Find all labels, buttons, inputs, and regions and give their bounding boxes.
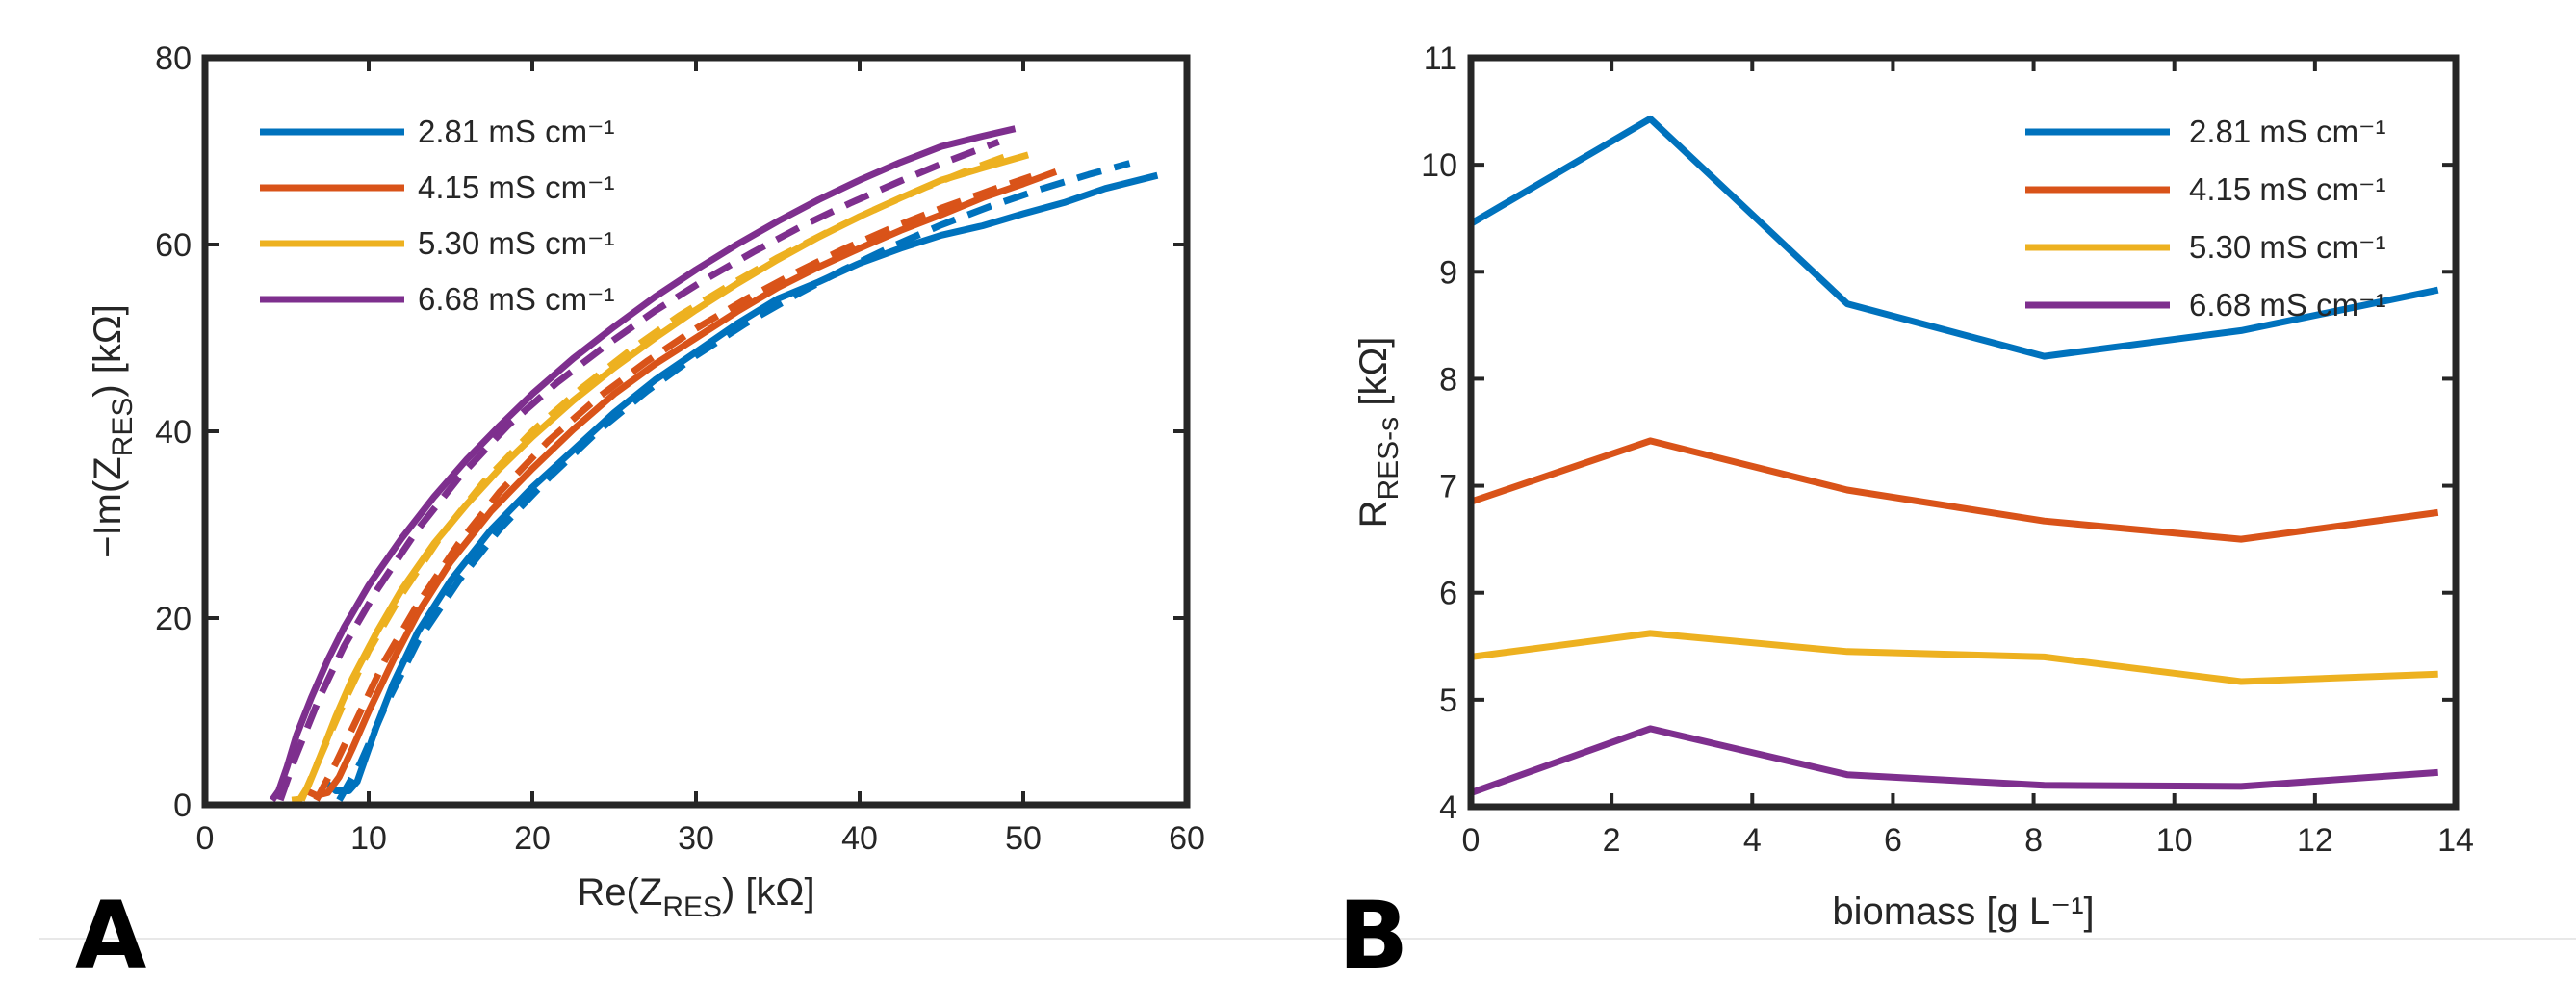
legend-label: 5.30 mS cm⁻¹ [2189, 229, 2385, 265]
x-tick-label: 4 [1743, 822, 1762, 859]
fit-line-dashed [336, 160, 1131, 802]
series-line [1469, 115, 2439, 360]
series-line [1469, 725, 2438, 796]
x-tick-label: 0 [196, 820, 215, 857]
panel-b-series [1469, 115, 2439, 796]
series-line [1469, 437, 2439, 543]
fit-line-dashed [298, 149, 1017, 802]
x-tick-label: 50 [1005, 820, 1042, 857]
y-tick-label: 9 [1439, 254, 1457, 291]
y-tick-label: 20 [155, 601, 192, 637]
series-line [1470, 630, 2438, 685]
fit-line-dashed [276, 139, 1000, 802]
x-tick-label: 2 [1603, 822, 1621, 859]
y-tick-label: 0 [173, 787, 192, 824]
y-tick-label: 5 [1439, 683, 1457, 719]
y-tick-label: 8 [1439, 361, 1457, 398]
panel-b-axes-box [1467, 54, 2460, 811]
y-tick-label: 80 [155, 40, 192, 77]
y-tick-label: 7 [1439, 469, 1457, 505]
legend-label: 6.68 mS cm⁻¹ [2189, 287, 2385, 323]
x-tick-label: 40 [841, 820, 878, 857]
x-tick-label: 14 [2437, 822, 2474, 859]
y-tick-label: 6 [1439, 576, 1457, 612]
x-tick-label: 12 [2297, 822, 2333, 859]
x-tick-label: 0 [1462, 822, 1481, 859]
x-tick-label: 20 [514, 820, 551, 857]
x-tick-label: 30 [678, 820, 714, 857]
legend-label: 5.30 mS cm⁻¹ [418, 225, 614, 261]
legend-label: 4.15 mS cm⁻¹ [418, 169, 614, 205]
x-tick-label: 10 [350, 820, 387, 857]
x-tick-label: 60 [1169, 820, 1205, 857]
panel-letter-a: A [75, 882, 146, 981]
data-line [291, 151, 1030, 804]
y-axis-label: −Im(ZRES) [kΩ] [87, 304, 139, 558]
x-tick-label: 8 [2024, 822, 2043, 859]
y-tick-label: 40 [155, 414, 192, 451]
x-tick-label: 10 [2156, 822, 2193, 859]
panel-letter-b: B [1338, 882, 1408, 981]
data-line [269, 125, 1017, 803]
legend-label: 6.68 mS cm⁻¹ [418, 281, 614, 317]
data-line [304, 168, 1058, 799]
y-tick-label: 10 [1421, 147, 1457, 184]
panel-b: 0 2 4 6 8 10 12 14 4 5 6 7 8 9 10 11 2.81 mS cm⁻¹ 4.15 mS… [1352, 40, 2474, 933]
y-tick-label: 11 [1424, 40, 1457, 77]
x-axis-label: Re(ZRES) [kΩ] [577, 871, 814, 923]
legend-label: 4.15 mS cm⁻¹ [2189, 171, 2385, 207]
x-axis-label: biomass [g L⁻¹] [1832, 891, 2094, 933]
fit-line-dashed [313, 172, 1033, 802]
legend-label: 2.81 mS cm⁻¹ [2189, 114, 2385, 149]
y-tick-label: 4 [1439, 789, 1457, 826]
x-tick-label: 6 [1884, 822, 1902, 859]
y-axis-label: RRES-s [kΩ] [1352, 337, 1404, 529]
y-tick-label: 60 [155, 227, 192, 264]
panel-a-axes-box [201, 54, 1191, 809]
legend-label: 2.81 mS cm⁻¹ [418, 114, 614, 149]
panel-a-series [269, 125, 1159, 804]
panel-a: 0 10 20 30 40 50 60 0 20 40 60 80 2.81 mS cm⁻¹ 4.15 m… [87, 40, 1205, 923]
